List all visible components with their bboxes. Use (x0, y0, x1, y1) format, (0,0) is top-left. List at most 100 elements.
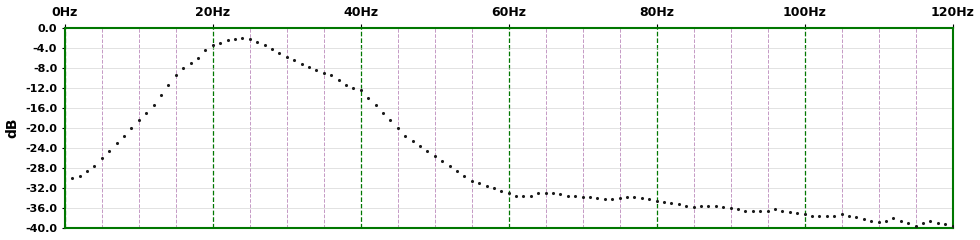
Point (353, 88, 368, 92)
Point (286, 58, 302, 62)
Point (886, 216, 902, 220)
Point (567, 194, 583, 198)
Point (271, 51, 287, 55)
Point (797, 212, 812, 216)
Point (146, 103, 162, 107)
Point (619, 195, 635, 199)
Point (294, 62, 310, 66)
Point (523, 194, 539, 198)
Point (301, 65, 317, 69)
Point (545, 191, 561, 195)
Point (590, 196, 606, 200)
Point (774, 209, 790, 213)
Point (153, 93, 169, 97)
Point (265, 47, 280, 51)
Point (198, 48, 214, 52)
Point (515, 194, 531, 198)
Point (826, 214, 842, 218)
Point (65, 176, 80, 180)
Point (693, 204, 709, 208)
Point (626, 195, 642, 199)
Point (405, 139, 420, 143)
Point (205, 43, 220, 47)
Point (234, 36, 250, 40)
Point (131, 119, 147, 122)
Point (678, 204, 694, 208)
Point (575, 195, 591, 199)
Point (123, 126, 139, 130)
Point (723, 206, 739, 210)
Point (863, 219, 879, 223)
Point (915, 222, 931, 225)
Point (346, 86, 362, 90)
Point (242, 37, 258, 41)
Point (708, 204, 723, 208)
Point (368, 103, 383, 107)
Point (323, 73, 339, 77)
Point (937, 222, 953, 226)
Point (161, 84, 176, 87)
Point (738, 209, 754, 213)
Point (789, 211, 805, 215)
Point (657, 200, 672, 204)
Point (168, 73, 183, 77)
Point (553, 192, 568, 196)
Point (361, 96, 376, 100)
Point (509, 194, 524, 198)
Point (390, 126, 406, 130)
Point (382, 119, 398, 122)
Point (486, 186, 502, 190)
Point (805, 214, 820, 218)
Point (641, 197, 657, 201)
Point (878, 219, 894, 223)
Point (811, 214, 827, 218)
Point (870, 221, 886, 224)
Point (893, 219, 908, 223)
Point (86, 164, 102, 168)
Point (649, 199, 664, 203)
Point (767, 207, 783, 211)
Point (612, 196, 627, 200)
Point (730, 207, 746, 211)
Point (101, 149, 117, 153)
Point (634, 196, 650, 200)
Point (605, 197, 620, 201)
Point (701, 204, 716, 208)
Point (419, 149, 435, 153)
Point (175, 66, 191, 70)
Point (922, 219, 938, 223)
Point (227, 37, 243, 41)
Point (397, 134, 413, 138)
Point (427, 154, 443, 157)
Point (434, 159, 450, 162)
Point (597, 197, 612, 201)
Point (72, 174, 87, 178)
Point (686, 205, 702, 209)
Point (94, 156, 110, 160)
Y-axis label: dB: dB (6, 118, 20, 138)
Point (109, 141, 124, 145)
Point (316, 71, 331, 75)
Point (715, 205, 731, 209)
Point (849, 216, 864, 219)
Point (745, 209, 760, 213)
Point (671, 202, 687, 206)
Point (530, 191, 546, 195)
Point (442, 164, 458, 168)
Point (330, 78, 346, 82)
Point (538, 191, 554, 195)
Point (190, 56, 206, 60)
Point (338, 84, 354, 87)
Point (760, 209, 775, 213)
Point (138, 111, 154, 115)
Point (560, 194, 575, 198)
Point (79, 169, 95, 173)
Point (220, 38, 235, 42)
Point (930, 222, 946, 225)
Point (257, 43, 272, 47)
Point (945, 224, 960, 228)
Point (117, 134, 132, 138)
Point (494, 189, 510, 193)
Point (309, 68, 324, 72)
Point (412, 144, 427, 148)
